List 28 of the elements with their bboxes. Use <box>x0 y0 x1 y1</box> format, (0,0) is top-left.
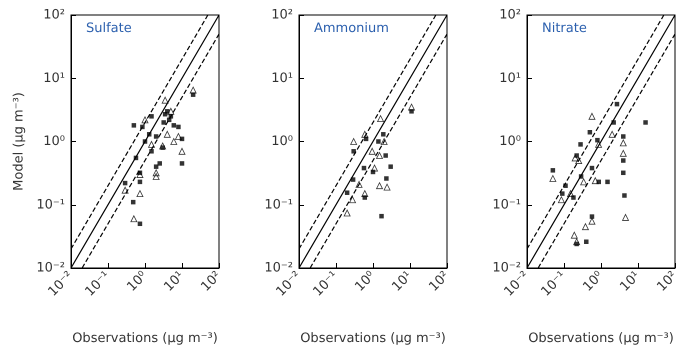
x-tick-label: 10¹ <box>161 268 188 295</box>
x-axis-title: Observations (μg m⁻³) <box>528 331 674 346</box>
y-axis-title: Model (μg m⁻³) <box>11 92 26 191</box>
x-tick-label: 10¹ <box>389 268 416 295</box>
x-axis-title: Observations (μg m⁻³) <box>72 331 218 346</box>
y-tick-label: 10⁰ <box>43 134 65 149</box>
x-tick-label: 10² <box>198 268 224 295</box>
y-tick-label: 10⁰ <box>271 134 293 149</box>
y-tick-label: 10⁻¹ <box>36 197 65 212</box>
y-tick-label: 10⁻¹ <box>492 197 521 212</box>
y-tick-label: 10² <box>271 8 293 22</box>
x-tick-label: 10⁰ <box>124 268 150 295</box>
x-tick-label: 10⁰ <box>580 268 606 295</box>
y-tick-label: 10⁻¹ <box>264 197 293 212</box>
text: Nitrate <box>542 21 587 36</box>
text: Sulfate <box>86 21 132 36</box>
x-tick-label: 10⁰ <box>352 268 378 295</box>
y-tick-label: 10² <box>43 8 65 22</box>
y-tick-label: 10² <box>499 8 521 22</box>
x-axis-title: Observations (μg m⁻³) <box>300 331 446 346</box>
x-tick-label: 10² <box>426 268 452 295</box>
y-tick-label: 10¹ <box>271 70 293 86</box>
y-tick-label: 10¹ <box>43 70 65 86</box>
x-tick-label: 10² <box>654 268 680 295</box>
text: Ammonium <box>314 21 389 36</box>
y-tick-label: 10⁰ <box>499 134 521 149</box>
y-tick-label: 10¹ <box>499 70 521 86</box>
x-tick-label: 10¹ <box>617 268 644 295</box>
